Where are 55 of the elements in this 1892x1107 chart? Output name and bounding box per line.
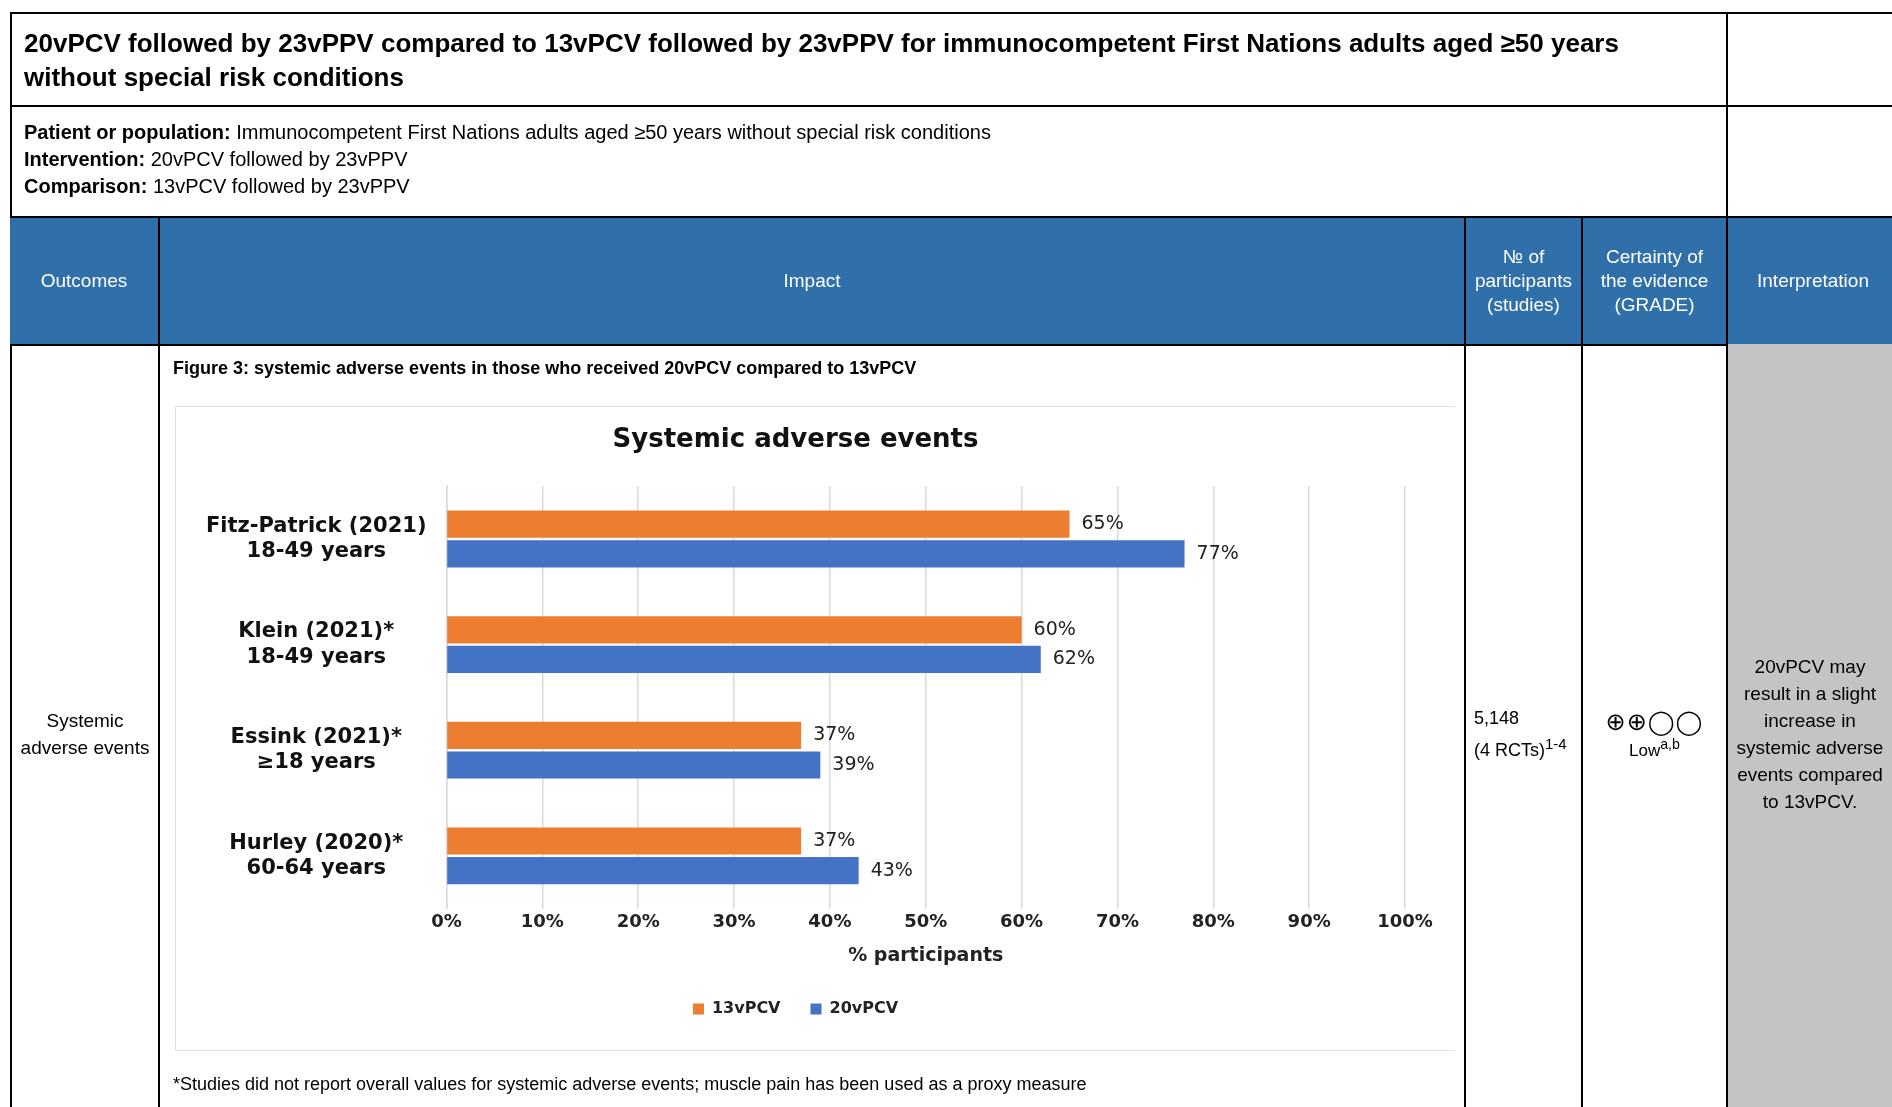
y-tick-label: Fitz-Patrick (2021) 18-49 years xyxy=(206,512,427,563)
y-tick-label: Essink (2021)* ≥18 years xyxy=(230,724,402,774)
x-tick-label: 0% xyxy=(431,910,462,932)
x-tick-label: 40% xyxy=(808,910,852,932)
text: 20vPCV followed by 23vPPV xyxy=(150,148,408,170)
text: Systemic adverse events xyxy=(19,709,151,760)
text: Comparison: xyxy=(24,175,148,197)
x-tick-label: 70% xyxy=(1095,910,1139,932)
y-tick-label: Klein (2021)* 18-49 years xyxy=(238,618,395,668)
text: 20vPCV followed by 23vPPV compared to 13vPCV followed by 23vPPV for immunocompetent First Nations adults aged ≥50 years without special risk conditions xyxy=(24,27,1620,94)
text: 20vPCV may result in a slight increase in systemic adverse events compared to 13vPCV. xyxy=(1735,655,1885,814)
x-tick-label: 50% xyxy=(904,910,948,932)
data-label: 60% xyxy=(1033,616,1076,639)
text: ⊕⊕◯◯ xyxy=(1605,707,1704,736)
bar xyxy=(447,540,1185,568)
text: Patient or population: xyxy=(24,121,231,143)
text: Immunocompetent First Nations adults aged ≥50 years without special risk conditions xyxy=(236,121,991,143)
chart-title: Systemic adverse events xyxy=(612,423,979,454)
data-label: 77% xyxy=(1196,540,1239,563)
bar xyxy=(447,856,859,885)
text: № of participants (studies) xyxy=(1473,245,1574,317)
x-tick-label: 80% xyxy=(1191,910,1235,932)
text: Impact xyxy=(783,270,841,292)
x-tick-label: 10% xyxy=(520,910,564,932)
bar xyxy=(447,510,1070,538)
legend-label: 20vPCV xyxy=(829,998,899,1018)
data-label: 39% xyxy=(832,751,875,774)
bar xyxy=(447,721,802,750)
x-axis-title: % participants xyxy=(848,942,1004,965)
data-label: 37% xyxy=(813,827,856,850)
x-tick-label: 30% xyxy=(712,910,756,932)
text: *Studies did not report overall values for systemic adverse events; muscle pain has been used as a proxy measure xyxy=(173,1074,1087,1095)
text: Certainty of the evidence (GRADE) xyxy=(1599,245,1710,317)
y-tick-label: Hurley (2020)* 60-64 years xyxy=(229,829,404,879)
x-tick-label: 90% xyxy=(1287,910,1331,932)
text: 5,148 xyxy=(1474,706,1521,730)
text: 13vPCV followed by 23vPPV xyxy=(152,175,410,197)
caption: Figure 3: systemic adverse events in those who received 20vPCV compared to 13vPCV xyxy=(173,358,917,379)
bar xyxy=(447,751,821,779)
data-label: 43% xyxy=(870,857,913,880)
data-label: 65% xyxy=(1081,511,1124,534)
bar xyxy=(447,616,1022,644)
bar xyxy=(447,645,1041,673)
data-label: 62% xyxy=(1052,646,1095,669)
bar xyxy=(447,827,802,855)
text: (4 RCTs)$^{1-4}$ xyxy=(1474,733,1568,762)
text: Outcomes xyxy=(40,270,128,292)
text: Interpretation xyxy=(1757,270,1869,292)
text: Low$^{a,b}$ xyxy=(1629,735,1680,761)
legend-label: 13vPCV xyxy=(711,998,782,1018)
text: Intervention: xyxy=(24,148,146,170)
x-tick-label: 20% xyxy=(616,910,660,932)
data-label: 37% xyxy=(813,722,856,745)
x-tick-label: 100% xyxy=(1377,910,1433,932)
x-tick-label: 60% xyxy=(1000,910,1044,932)
